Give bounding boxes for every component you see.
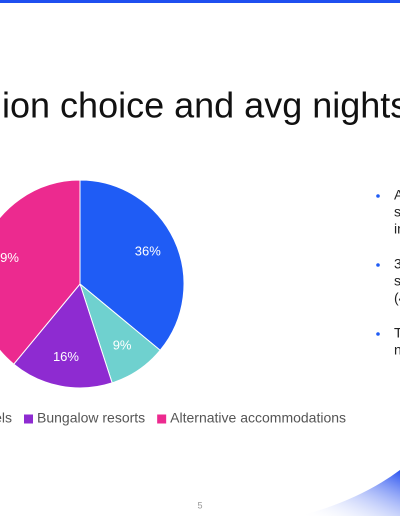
slice-label: 9% <box>113 337 132 352</box>
legend-label: Alternative accommodations <box>170 410 346 426</box>
bullet-text: s <box>394 204 400 220</box>
bullet-list: Asin3s(4Tn <box>376 187 400 358</box>
bullet-dot <box>376 332 380 336</box>
bullet-text: in <box>394 221 400 237</box>
bullet-text: s <box>394 273 400 289</box>
corner-decoration <box>300 470 400 516</box>
pie-slice <box>79 179 185 351</box>
slice-label: 9% <box>0 250 19 265</box>
slice-label: 16% <box>53 349 79 364</box>
pie-slice <box>13 282 113 389</box>
bullet-text: (4 <box>394 290 400 306</box>
pie-slice <box>0 179 81 365</box>
bullet-text: A <box>394 187 400 203</box>
slide-title: ion choice and avg nights <box>2 85 400 126</box>
bullet-text: n <box>394 342 400 358</box>
top-bar <box>0 0 400 3</box>
legend-label: els <box>0 410 12 426</box>
bullet-dot <box>376 263 380 267</box>
legend-swatch <box>157 414 167 424</box>
page-number: 5 <box>197 500 202 510</box>
bullet-text: T <box>394 325 400 341</box>
bullet-text: 3 <box>394 256 400 272</box>
legend-swatch <box>24 414 33 424</box>
legend: Bungalow resorts Alternative accommodatio… <box>0 410 346 426</box>
pie-chart: 36% 9% 16% 9% <box>0 179 185 389</box>
slice-label: 36% <box>135 244 161 259</box>
legend-label: Bungalow resorts <box>37 410 145 426</box>
bullet-dot <box>376 194 380 198</box>
